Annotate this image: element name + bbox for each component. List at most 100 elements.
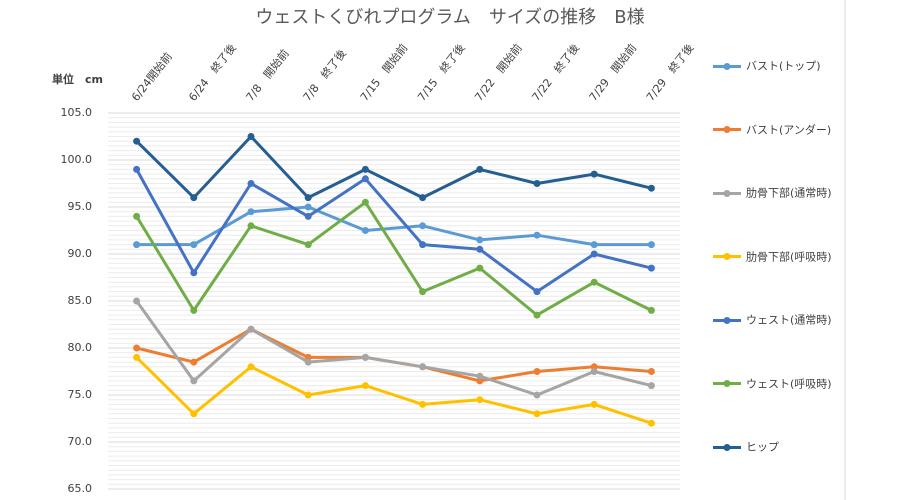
data-point [419, 288, 427, 296]
y-tick-label: 95.0 [68, 200, 93, 213]
data-point [533, 410, 541, 418]
data-point [190, 410, 198, 418]
legend-label: ウェスト(通常時) [746, 313, 832, 327]
data-point [647, 241, 655, 249]
x-tick-label: 7/8 開始前 [243, 46, 292, 103]
data-point [133, 165, 141, 173]
data-point [533, 180, 541, 187]
data-point [647, 264, 655, 272]
data-point [647, 306, 655, 314]
y-tick-label: 100.0 [61, 153, 93, 166]
data-point [361, 227, 369, 234]
data-point [247, 133, 255, 140]
legend-swatch [713, 316, 741, 324]
data-point [647, 382, 655, 390]
data-point [361, 175, 369, 183]
data-point [190, 241, 198, 249]
data-point [590, 250, 598, 258]
data-point [133, 241, 141, 249]
legend-item: バスト(アンダー) [712, 121, 842, 138]
legend-swatch [713, 62, 741, 70]
legend-marker [723, 62, 731, 70]
data-point [590, 278, 598, 286]
data-point [419, 194, 427, 202]
x-tick-label: 7/15 終了後 [414, 41, 467, 104]
data-point [590, 170, 598, 178]
data-point [133, 344, 141, 352]
series-line [135, 300, 652, 397]
data-point [476, 372, 484, 380]
data-point [533, 311, 541, 319]
x-tick-label: 7/29 開始前 [586, 41, 639, 104]
data-point [304, 212, 312, 220]
data-point [190, 194, 198, 202]
legend-item: ウェスト(呼吸時) [712, 375, 842, 392]
data-point [476, 245, 484, 253]
x-tick-label: 7/22 終了後 [529, 41, 582, 104]
y-tick-label: 65.0 [68, 482, 93, 495]
y-tick-label: 90.0 [68, 247, 93, 260]
legend-item: ウェスト(通常時) [712, 312, 842, 329]
data-point [247, 208, 255, 216]
legend-item: 肋骨下部(呼吸時) [712, 248, 842, 265]
legend: バスト(トップ) バスト(アンダー) 肋骨下部(通常時) 肋骨下部(呼吸時) ウェスト(… [712, 0, 842, 500]
y-tick-label: 70.0 [68, 435, 93, 448]
data-point [190, 306, 198, 314]
data-point [533, 368, 541, 375]
data-point [476, 396, 484, 404]
data-point [590, 400, 598, 408]
y-tick-label: 85.0 [68, 294, 93, 307]
data-point [133, 212, 141, 220]
data-point [419, 222, 427, 230]
data-point [419, 241, 427, 249]
legend-item: ヒップ [712, 439, 842, 456]
data-point [361, 353, 369, 361]
data-point [419, 363, 427, 371]
series-line [135, 168, 652, 294]
data-point [476, 264, 484, 272]
legend-label: バスト(アンダー) [746, 123, 832, 136]
data-point [190, 358, 198, 366]
data-point [304, 194, 312, 202]
legend-marker [723, 189, 731, 197]
x-tick-label: 7/8 終了後 [300, 46, 349, 103]
data-point [247, 325, 255, 333]
data-point [419, 400, 427, 408]
data-point [361, 165, 369, 173]
data-point [647, 184, 655, 192]
legend-swatch [713, 443, 741, 451]
data-point [304, 391, 312, 399]
x-tick-label: 7/22 開始前 [471, 41, 524, 104]
chart-title: ウェストくびれプログラム サイズの推移 B様 [255, 7, 644, 28]
legend-marker [723, 253, 731, 260]
legend-label: ウェスト(呼吸時) [746, 377, 832, 390]
data-point [361, 382, 369, 390]
legend-label: 肋骨下部(通常時) [746, 186, 832, 200]
series-line [135, 356, 652, 425]
data-point [304, 203, 312, 211]
legend-marker [723, 126, 731, 133]
data-point [590, 368, 598, 375]
data-point [133, 353, 141, 361]
legend-marker [723, 443, 731, 451]
legend-swatch [713, 189, 741, 197]
x-tick-label: 6/24開始前 [128, 50, 175, 104]
series-line [135, 135, 652, 200]
legend-swatch [713, 253, 741, 260]
legend-marker [723, 380, 731, 387]
x-tick-label: 7/29 終了後 [643, 41, 696, 104]
data-point [533, 288, 541, 296]
legend-marker [723, 316, 731, 324]
data-point [533, 231, 541, 239]
x-tick-label: 7/15 開始前 [357, 41, 410, 104]
data-point [590, 241, 598, 249]
y-tick-label: 75.0 [68, 388, 93, 401]
legend-swatch [713, 126, 741, 133]
data-point [133, 137, 141, 145]
y-tick-label: 105.0 [61, 106, 93, 119]
data-point [247, 363, 255, 371]
data-point [304, 358, 312, 366]
legend-label: ヒップ [746, 440, 779, 454]
legend-item: バスト(トップ) [712, 58, 842, 75]
